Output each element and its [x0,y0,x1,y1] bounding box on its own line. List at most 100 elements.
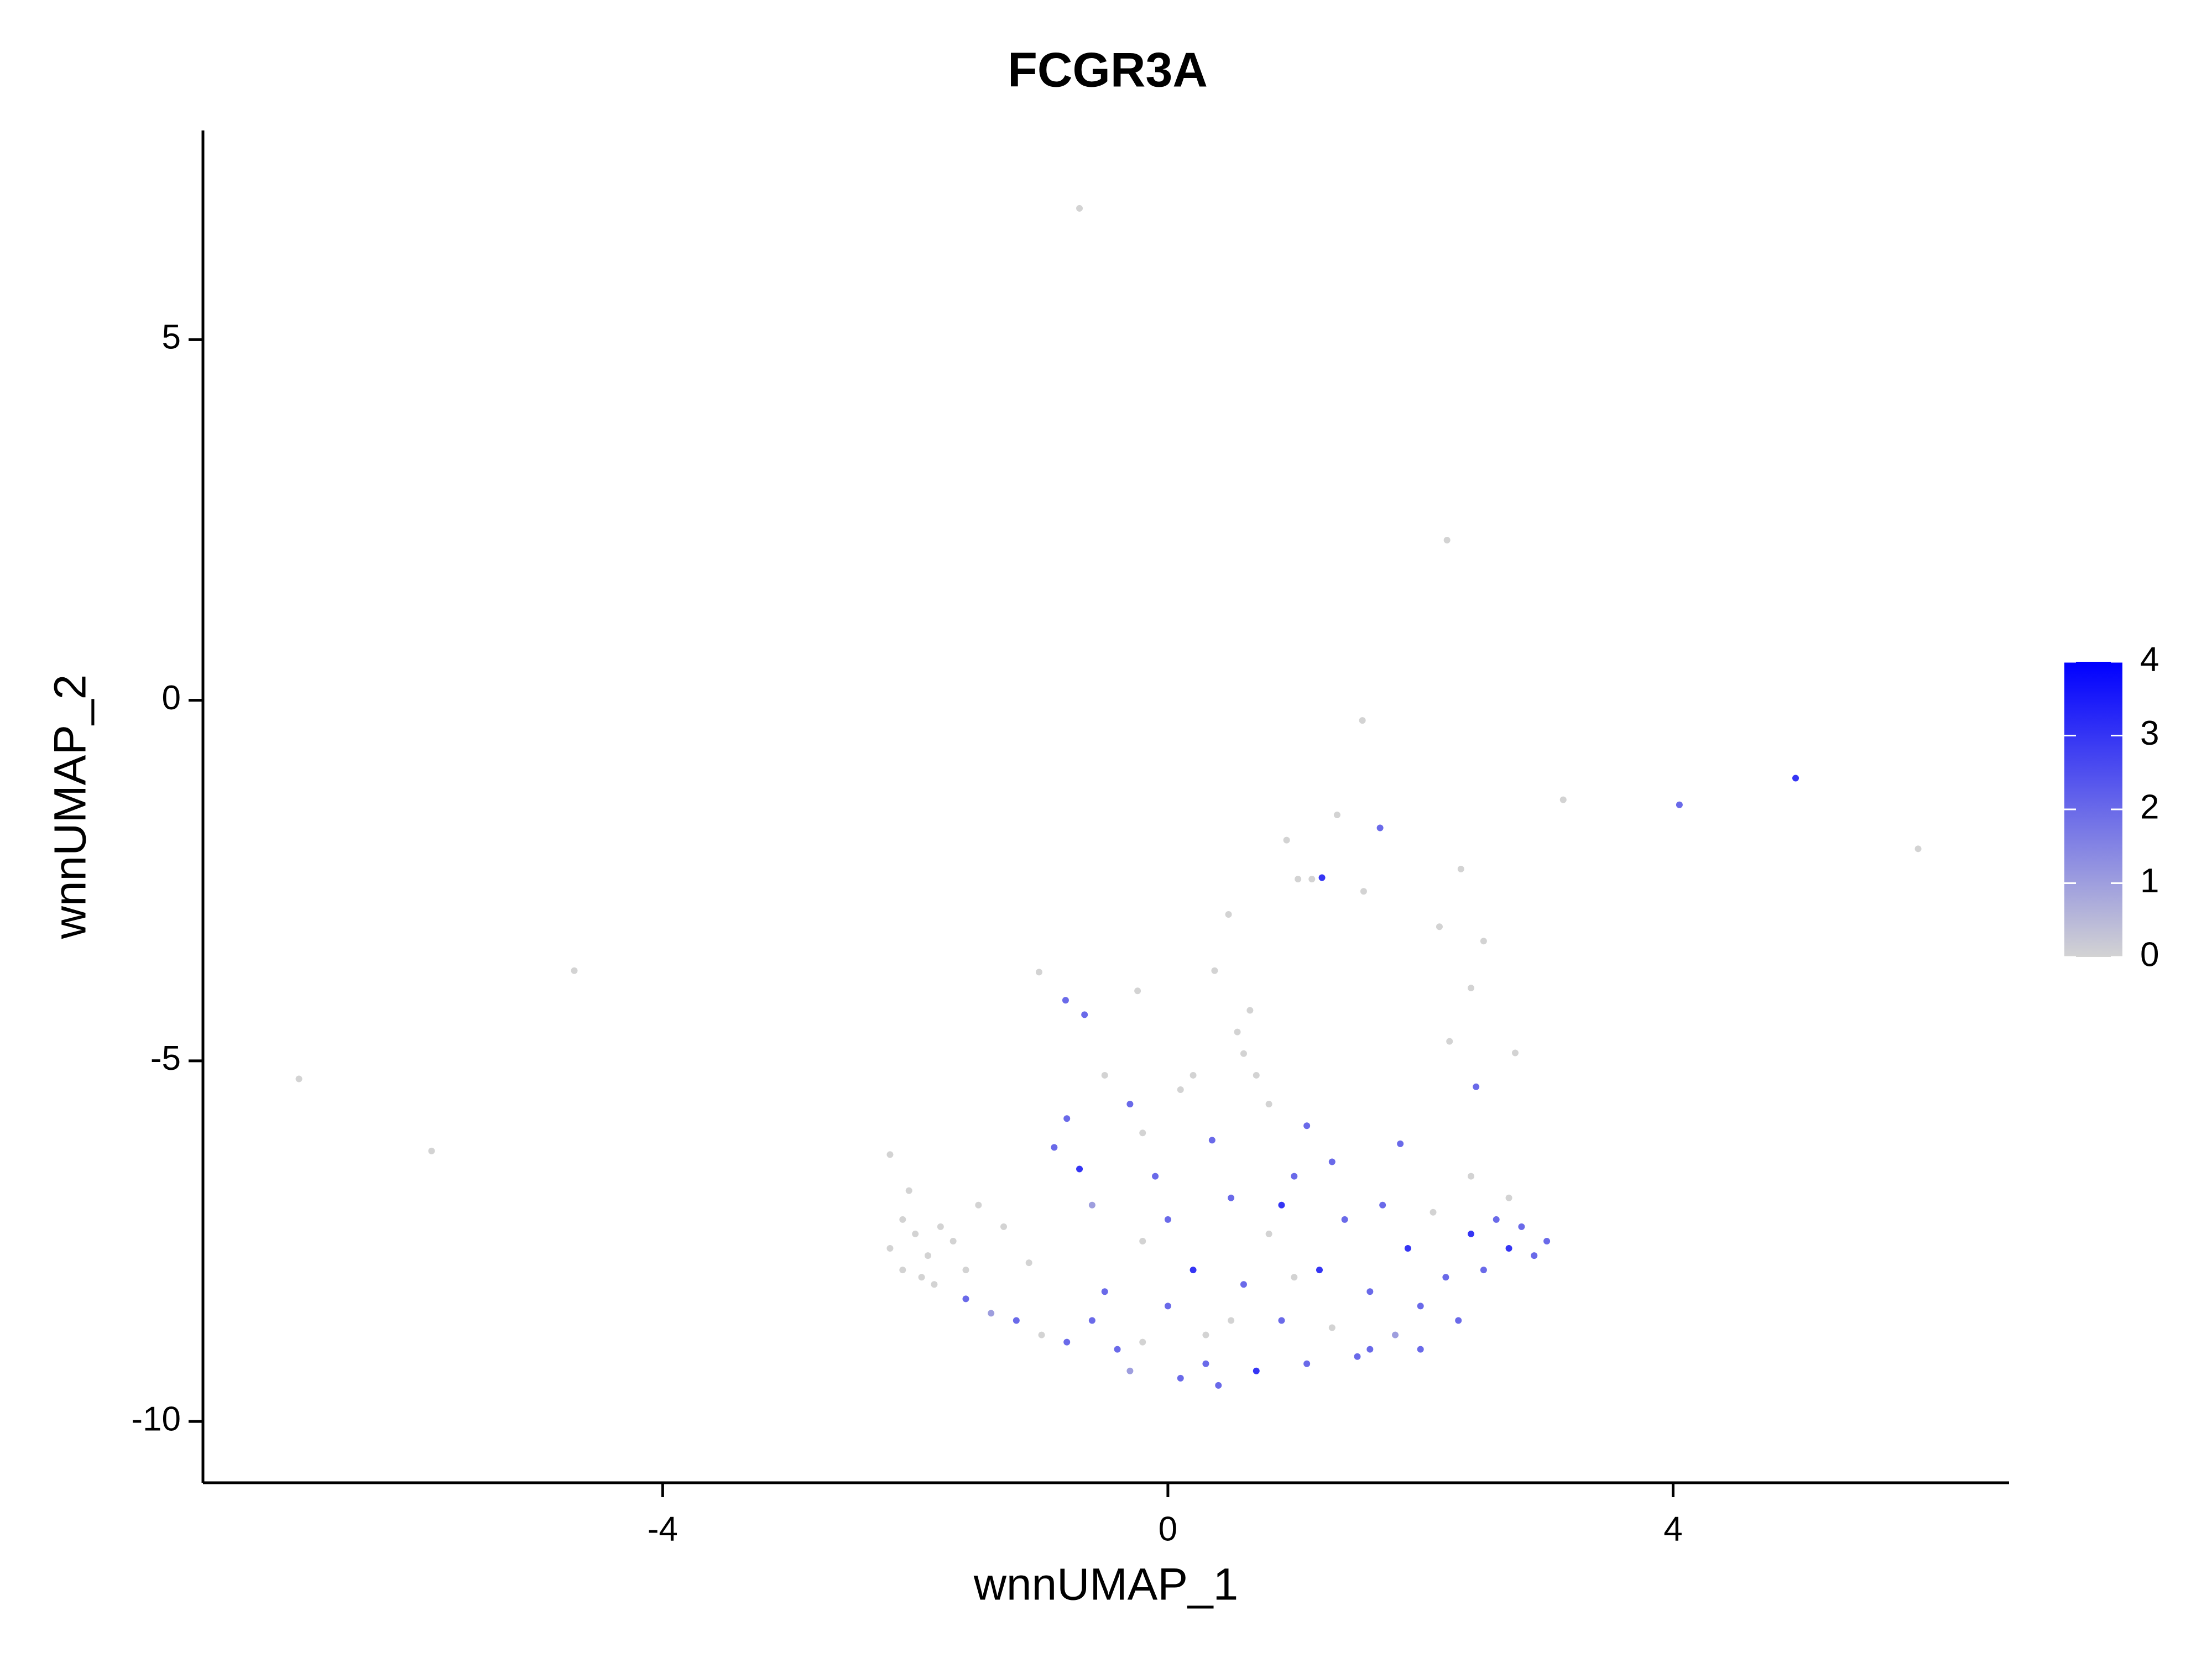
point [931,1281,938,1288]
point [295,1075,302,1082]
point [1234,1028,1241,1035]
point [1457,865,1464,872]
point [1063,1115,1071,1122]
point [1455,1317,1462,1324]
point [1359,717,1366,724]
point [918,1274,925,1281]
point [1303,1122,1311,1129]
point [1436,923,1443,930]
colorbar-tick-label: 0 [2140,935,2159,974]
point [1081,1011,1088,1018]
point [1303,1360,1311,1367]
point [1291,1274,1298,1281]
point [1035,969,1042,976]
y-tick-label: -5 [150,1039,181,1078]
point [1062,997,1069,1004]
point [1676,801,1683,808]
point [1468,1173,1475,1180]
point [1468,1230,1475,1237]
point [1225,911,1232,918]
point [988,1310,995,1317]
point [1318,874,1326,881]
point [1417,1346,1424,1353]
point [1088,1317,1095,1324]
point [1328,1158,1335,1165]
point [1446,1038,1453,1045]
point [1025,1259,1032,1267]
point [1291,1173,1298,1180]
point [1392,1331,1399,1338]
point [1792,775,1799,782]
y-axis-label: wnnUMAP_2 [45,674,96,940]
point [1134,987,1141,995]
point [899,1216,906,1223]
point [1914,845,1922,852]
colorbar-tick-label: 4 [2140,640,2159,678]
point [1240,1281,1247,1288]
point [1190,1071,1197,1079]
point [1473,1083,1480,1090]
point [1088,1201,1095,1209]
point [1164,1303,1171,1310]
point [428,1147,435,1154]
point [1531,1252,1538,1259]
point [1278,1317,1285,1324]
point [1511,1049,1519,1056]
point [1139,1338,1146,1346]
point [1101,1288,1108,1295]
point [1177,1086,1184,1094]
point [1051,1144,1058,1151]
point [962,1267,969,1274]
point [1442,1274,1449,1281]
point [1190,1267,1197,1274]
point [1379,1201,1386,1209]
point [899,1267,906,1274]
x-tick-label: 4 [1663,1510,1682,1548]
colorbar-tick-label: 1 [2140,862,2159,900]
point [1164,1216,1171,1223]
point [1360,888,1367,895]
point [1000,1223,1008,1230]
point [1215,1382,1222,1389]
point [1468,985,1475,992]
point [1038,1331,1045,1338]
point [1417,1303,1424,1310]
point [1376,824,1384,831]
point [1177,1374,1184,1382]
point [1076,1165,1083,1173]
point [924,1252,931,1259]
point [1013,1317,1020,1324]
point [1518,1223,1525,1230]
point [1240,1050,1247,1057]
point [912,1230,919,1237]
y-tick-label: 5 [162,318,181,357]
point [1480,938,1487,945]
point [975,1201,982,1209]
colorbar-tick-label: 3 [2140,714,2159,752]
point [1505,1245,1512,1252]
point [886,1151,894,1158]
point [1253,1367,1260,1374]
point [1265,1101,1272,1108]
point [1443,536,1451,543]
point [1265,1230,1272,1237]
point [1208,1137,1215,1144]
point [886,1245,894,1252]
chart-title: FCGR3A [1008,42,1208,97]
point [1228,1194,1235,1201]
y-tick-label: 0 [162,679,181,717]
point [1404,1245,1411,1252]
x-tick-label: 0 [1159,1510,1177,1548]
point [1354,1353,1361,1360]
point [1283,836,1290,844]
point [1228,1317,1235,1324]
point [1114,1346,1121,1353]
point [905,1187,912,1194]
point [1430,1209,1437,1216]
point [1139,1129,1146,1137]
point [1480,1267,1487,1274]
point [1505,1194,1512,1201]
point [1139,1237,1146,1244]
point [1278,1201,1285,1209]
